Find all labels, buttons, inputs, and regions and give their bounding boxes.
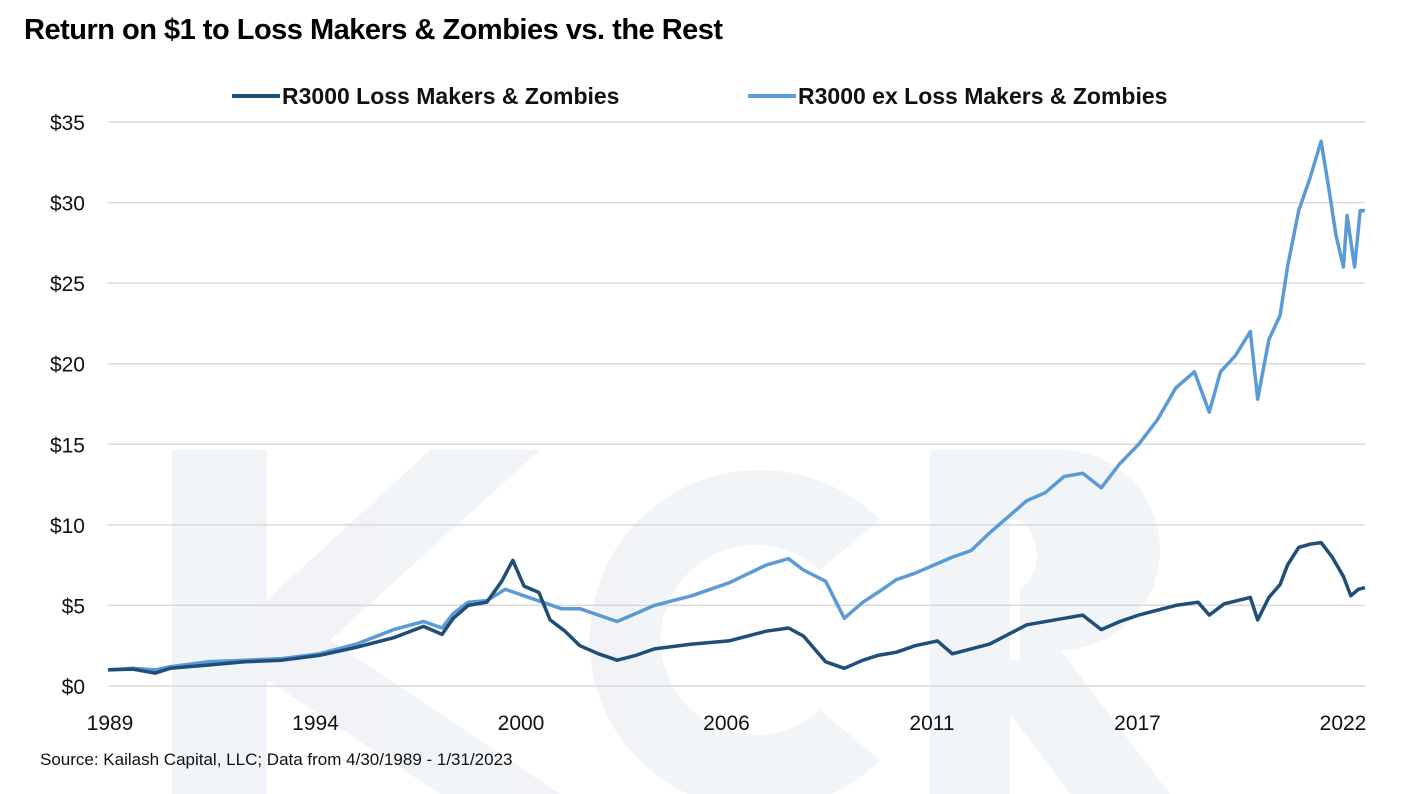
y-tick-label: $30 xyxy=(50,193,85,216)
x-tick-label: 2000 xyxy=(498,712,545,735)
y-tick-label: $15 xyxy=(50,434,85,457)
legend-label: R3000 ex Loss Makers & Zombies xyxy=(798,83,1167,109)
x-tick-label: 2017 xyxy=(1114,712,1161,735)
y-tick-label: $35 xyxy=(50,112,85,135)
y-tick-label: $25 xyxy=(50,273,85,296)
x-tick-label: 2011 xyxy=(909,712,954,735)
series-line xyxy=(107,139,1365,672)
series-line xyxy=(107,540,1366,675)
y-tick-label: $5 xyxy=(62,595,85,618)
x-tick-label: 1994 xyxy=(292,712,339,735)
x-tick-label: 2022 xyxy=(1320,712,1367,735)
chart-title: Return on $1 to Loss Makers & Zombies vs… xyxy=(24,14,723,46)
x-tick-label: 1989 xyxy=(87,712,134,735)
x-tick-label: 2006 xyxy=(703,712,750,735)
y-tick-label: $10 xyxy=(50,515,85,538)
watermark-logo xyxy=(172,450,1170,794)
legend-label: R3000 Loss Makers & Zombies xyxy=(282,83,619,109)
y-tick-label: $20 xyxy=(50,354,85,377)
source-note: Source: Kailash Capital, LLC; Data from … xyxy=(40,750,513,769)
y-tick-label: $0 xyxy=(62,676,85,699)
